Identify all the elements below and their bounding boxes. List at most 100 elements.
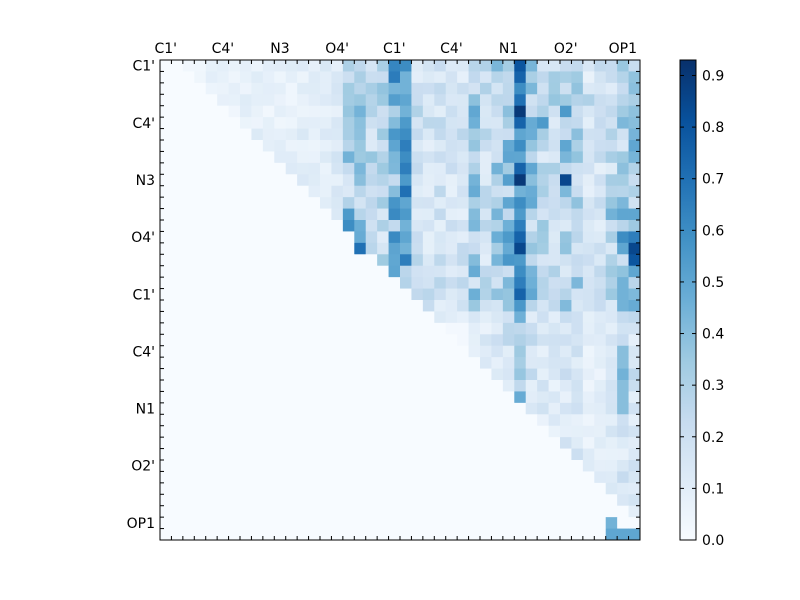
heatmap-cell	[480, 460, 492, 472]
heatmap-cell	[445, 425, 458, 438]
heatmap-cell	[285, 322, 298, 335]
heatmap-cell	[217, 94, 229, 107]
heatmap-cell	[217, 105, 229, 118]
heatmap-cell	[365, 311, 378, 324]
heatmap-cell	[400, 528, 412, 541]
heatmap-cell	[182, 242, 195, 255]
heatmap-cell	[422, 528, 435, 541]
heatmap-cell	[274, 437, 287, 449]
heatmap-cell	[411, 357, 424, 369]
heatmap-cell	[171, 345, 184, 358]
heatmap-cell	[217, 60, 229, 72]
heatmap-cell	[262, 117, 275, 129]
heatmap-cell	[320, 220, 332, 232]
heatmap-cell	[171, 231, 184, 244]
heatmap-cell	[171, 471, 184, 484]
heatmap-cell	[457, 174, 469, 187]
heatmap-cell	[571, 482, 584, 495]
heatmap-cell	[571, 425, 584, 438]
heatmap-cell	[400, 128, 412, 141]
heatmap-cell	[182, 437, 195, 449]
heatmap-cell	[400, 220, 412, 232]
heatmap-cell	[411, 368, 424, 381]
heatmap-cell	[217, 71, 229, 84]
heatmap-cell	[262, 140, 275, 152]
heatmap-cell	[308, 517, 321, 529]
heatmap-cell	[548, 357, 561, 369]
heatmap-cell	[365, 254, 378, 267]
heatmap-cell	[297, 322, 309, 335]
heatmap-cell	[365, 151, 378, 164]
heatmap-cell	[514, 71, 527, 84]
heatmap-cell	[365, 242, 378, 255]
heatmap-cell	[240, 334, 252, 347]
heatmap-cell	[525, 185, 538, 198]
heatmap-cell	[411, 117, 424, 129]
heatmap-cell	[354, 71, 367, 84]
heatmap-cell	[422, 242, 435, 255]
heatmap-cell	[228, 391, 241, 404]
heatmap-cell	[525, 288, 538, 301]
heatmap-cell	[205, 242, 218, 255]
heatmap-cell	[274, 140, 287, 152]
x-tick-marks	[159, 60, 641, 540]
heatmap-cell	[194, 448, 207, 461]
heatmap-cell	[377, 277, 389, 289]
heatmap-cell	[297, 357, 309, 369]
heatmap-cell	[240, 368, 252, 381]
heatmap-cell	[480, 197, 492, 209]
heatmap-cell	[594, 391, 607, 404]
heatmap-cell	[605, 322, 618, 335]
heatmap-cell	[274, 117, 287, 129]
heatmap-cell	[262, 482, 275, 495]
heatmap-cell	[194, 517, 207, 529]
heatmap-cell	[491, 494, 504, 507]
heatmap-cell	[594, 322, 607, 335]
heatmap-cell	[548, 437, 561, 449]
heatmap-cell	[480, 482, 492, 495]
heatmap-cell	[377, 368, 389, 381]
heatmap-cell	[594, 162, 607, 175]
heatmap-cell	[594, 357, 607, 369]
heatmap-cell	[171, 517, 184, 529]
heatmap-cell	[457, 151, 469, 164]
heatmap-cell	[502, 60, 515, 72]
heatmap-cell	[251, 380, 264, 392]
heatmap-cell	[617, 334, 629, 347]
heatmap-cell	[468, 277, 481, 289]
heatmap-cell	[160, 471, 172, 484]
heatmap-cell	[274, 94, 287, 107]
heatmap-cell	[160, 60, 172, 72]
heatmap-cell	[582, 254, 595, 267]
heatmap-cell	[525, 82, 538, 95]
heatmap-cell	[262, 391, 275, 404]
heatmap-cell	[262, 71, 275, 84]
heatmap-cell	[365, 60, 378, 72]
heatmap-cell	[628, 174, 641, 187]
heatmap-cell	[537, 60, 549, 72]
heatmap-cell	[194, 82, 207, 95]
heatmap-cell	[434, 334, 447, 347]
heatmap-cell	[617, 151, 629, 164]
heatmap-cell	[240, 277, 252, 289]
heatmap-cell	[297, 208, 309, 221]
heatmap-cell	[160, 322, 172, 335]
heatmap-cell	[285, 265, 298, 278]
heatmap-cell	[400, 197, 412, 209]
heatmap-cell	[582, 368, 595, 381]
heatmap-cell	[582, 128, 595, 141]
heatmap-cell	[285, 117, 298, 129]
heatmap-cell	[502, 254, 515, 267]
heatmap-cell	[411, 128, 424, 141]
heatmap-cell	[160, 311, 172, 324]
heatmap-cell	[354, 334, 367, 347]
heatmap-cell	[342, 482, 355, 495]
heatmap-cell	[434, 277, 447, 289]
heatmap-cell	[342, 425, 355, 438]
heatmap-cell	[251, 231, 264, 244]
heatmap-cell	[285, 128, 298, 141]
heatmap-cell	[400, 460, 412, 472]
heatmap-cell	[194, 437, 207, 449]
heatmap-cell	[525, 220, 538, 232]
heatmap-cell	[308, 322, 321, 335]
